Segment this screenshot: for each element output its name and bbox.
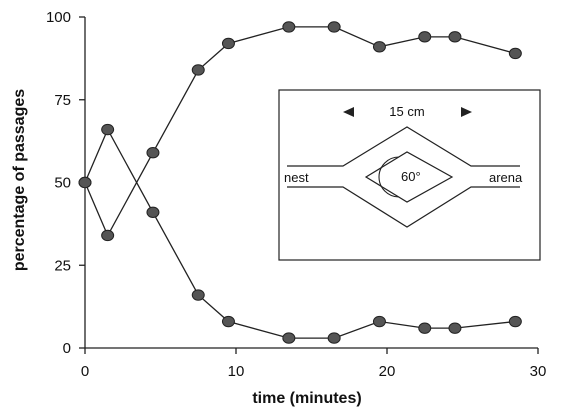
x-tick-label: 20 bbox=[379, 363, 396, 380]
inset-arena-label: arena bbox=[489, 170, 523, 185]
axes: 0 25 50 75 100 0 10 20 30 bbox=[46, 9, 546, 380]
data-point bbox=[221, 315, 235, 328]
data-point bbox=[327, 332, 341, 344]
data-point bbox=[146, 147, 160, 159]
data-point bbox=[508, 315, 522, 328]
data-point bbox=[101, 229, 115, 242]
data-point bbox=[221, 37, 235, 50]
y-tick-label: 75 bbox=[54, 92, 71, 109]
x-tick-label: 10 bbox=[228, 363, 245, 380]
data-point bbox=[448, 322, 462, 334]
y-tick-label: 50 bbox=[54, 175, 71, 192]
data-point bbox=[282, 21, 296, 33]
inset-scale-label: 15 cm bbox=[389, 104, 424, 119]
inset-angle-label: 60° bbox=[401, 169, 421, 184]
data-point bbox=[372, 41, 386, 53]
data-point bbox=[146, 206, 160, 218]
data-point bbox=[101, 123, 115, 136]
bridge-outer-bottom bbox=[287, 186, 520, 228]
y-tick-label: 25 bbox=[54, 257, 71, 274]
data-point bbox=[282, 332, 296, 344]
scale-arrow-right-icon bbox=[461, 107, 472, 117]
y-tick-label: 0 bbox=[63, 340, 71, 357]
data-point bbox=[191, 64, 205, 76]
data-point bbox=[327, 21, 341, 33]
y-tick-label: 100 bbox=[46, 9, 71, 26]
data-point bbox=[448, 31, 462, 43]
inset-diagram: 15 cm nest arena 60° bbox=[278, 89, 541, 261]
data-point bbox=[372, 315, 386, 328]
scale-arrow-left-icon bbox=[343, 107, 354, 117]
inset-frame bbox=[278, 89, 541, 261]
inset-nest-label: nest bbox=[284, 170, 309, 185]
x-tick-label: 30 bbox=[530, 363, 547, 380]
bridge-inner-diamond bbox=[364, 151, 454, 203]
x-axis-title: time (minutes) bbox=[252, 390, 361, 407]
angle-arc-icon bbox=[378, 156, 400, 198]
data-point bbox=[418, 322, 432, 334]
x-tick-label: 0 bbox=[81, 363, 89, 380]
data-point bbox=[78, 176, 92, 189]
y-axis-title: percentage of passages bbox=[11, 89, 28, 271]
bridge-outer-top bbox=[287, 126, 520, 167]
data-point bbox=[508, 47, 522, 60]
data-point bbox=[418, 31, 432, 43]
data-point bbox=[191, 289, 205, 301]
series-layer bbox=[78, 21, 522, 344]
